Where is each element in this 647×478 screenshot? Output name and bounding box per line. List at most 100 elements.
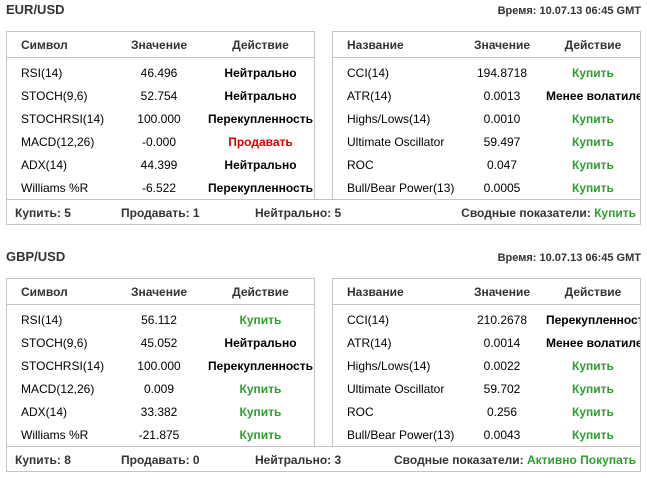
- indicator-action: Перекупленность: [208, 358, 313, 373]
- table-row: MACD(12,26) -0.000 Продавать: [7, 130, 314, 153]
- table-row: Williams %R -21.875 Купить: [7, 423, 314, 446]
- indicator-name: ROC: [347, 404, 374, 419]
- indicator-name: Williams %R: [21, 180, 89, 195]
- indicator-action: Купить: [239, 427, 282, 442]
- column-header-action: Действие: [564, 37, 622, 52]
- indicator-name: RSI(14): [21, 312, 63, 327]
- indicator-name: STOCH(9,6): [21, 335, 88, 350]
- indicator-action: Купить: [572, 427, 614, 442]
- table-row: Ultimate Oscillator 59.702 Купить: [333, 377, 640, 400]
- table-row: STOCHRSI(14) 100.000 Перекупленность: [7, 354, 314, 377]
- indicator-name: STOCH(9,6): [21, 88, 88, 103]
- table-row: STOCHRSI(14) 100.000 Перекупленность: [7, 107, 314, 130]
- table-header-row: Название Значение Действие: [333, 32, 640, 58]
- update-time: Время: 10.07.13 06:45 GMT: [497, 5, 641, 17]
- summary-buy-count: Купить: 5: [15, 206, 71, 220]
- indicator-action: Купить: [239, 404, 282, 419]
- indicator-value: 0.0014: [483, 335, 521, 350]
- table-row: MACD(12,26) 0.009 Купить: [7, 377, 314, 400]
- indicator-name: Williams %R: [21, 427, 89, 442]
- indicator-action: Купить: [572, 134, 614, 149]
- indicator-value: 0.047: [486, 157, 518, 172]
- column-header-name: Название: [347, 37, 404, 52]
- indicator-name: Highs/Lows(14): [347, 358, 431, 373]
- column-header-symbol: Символ: [21, 284, 68, 299]
- indicator-action: Купить: [572, 111, 614, 126]
- oscillators-table: Символ Значение Действие RSI(14) 46.496 Не…: [6, 31, 315, 203]
- indicator-value: 56.112: [141, 312, 177, 327]
- indicator-action: Купить: [239, 381, 282, 396]
- indicator-panel-gbpusd: GBP/USD Время: 10.07.13 06:45 GMT Символ…: [0, 247, 647, 472]
- summary-bar: Купить: 8 Продавать: 0 Нейтрально: 3 Сво…: [6, 446, 641, 472]
- table-row: Ultimate Oscillator 59.497 Купить: [333, 130, 640, 153]
- indicator-name: Bull/Bear Power(13): [347, 427, 455, 442]
- indicator-name: Ultimate Oscillator: [347, 134, 445, 149]
- indicator-value: 59.497: [483, 134, 521, 149]
- indicator-name: STOCHRSI(14): [21, 111, 105, 126]
- table-row: ADX(14) 33.382 Купить: [7, 400, 314, 423]
- indicator-name: ROC: [347, 157, 374, 172]
- indicator-name: CCI(14): [347, 65, 390, 80]
- indicator-value: 0.0013: [483, 88, 521, 103]
- indicator-action: Менее волатилен: [546, 335, 640, 350]
- column-header-action: Действие: [564, 284, 622, 299]
- indicator-action: Купить: [572, 65, 614, 80]
- indicator-value: 0.0010: [483, 111, 521, 126]
- indicator-value: 59.702: [483, 381, 521, 396]
- summary-neutral-count: Нейтрально: 5: [255, 206, 342, 220]
- summary-bar: Купить: 5 Продавать: 1 Нейтрально: 5 Сво…: [6, 199, 641, 225]
- summary-overall: Сводные показатели: Купить: [461, 206, 636, 220]
- indicators-table: Название Значение Действие CCI(14) 210.26…: [332, 278, 641, 450]
- indicator-action: Купить: [572, 180, 614, 195]
- table-body: CCI(14) 194.8718 Купить ATR(14) 0.0013 Менее …: [333, 58, 640, 202]
- indicator-value: 194.8718: [476, 65, 528, 80]
- indicator-name: Bull/Bear Power(13): [347, 180, 455, 195]
- indicator-value: 33.382: [140, 404, 178, 419]
- indicator-value: 44.399: [140, 157, 178, 172]
- indicator-value: 0.0043: [483, 427, 521, 442]
- summary-overall-label: Сводные показатели:: [461, 206, 591, 220]
- table-row: STOCH(9,6) 52.754 Нейтрально: [7, 84, 314, 107]
- summary-overall: Сводные показатели: Активно Покупать: [394, 453, 636, 467]
- table-header-row: Символ Значение Действие: [7, 279, 314, 305]
- summary-overall-value: Купить: [594, 206, 636, 220]
- indicator-action: Купить: [572, 358, 614, 373]
- table-row: ATR(14) 0.0014 Менее волатилен: [333, 331, 640, 354]
- indicator-action: Нейтрально: [224, 88, 297, 103]
- indicators-table: Название Значение Действие CCI(14) 194.87…: [332, 31, 641, 203]
- column-header-action: Действие: [232, 37, 289, 52]
- column-header-symbol: Символ: [21, 37, 68, 52]
- indicator-action: Перекупленность: [208, 180, 313, 195]
- table-row: CCI(14) 210.2678 Перекупленность: [333, 308, 640, 331]
- table-body: CCI(14) 210.2678 Перекупленность ATR(14) 0.0…: [333, 305, 640, 449]
- table-row: Highs/Lows(14) 0.0010 Купить: [333, 107, 640, 130]
- column-header-value: Значение: [130, 284, 188, 299]
- column-header-value: Значение: [473, 284, 531, 299]
- indicator-name: MACD(12,26): [21, 134, 95, 149]
- indicator-action: Перекупленность: [546, 312, 640, 327]
- indicator-name: ATR(14): [347, 335, 392, 350]
- indicator-value: -6.522: [141, 180, 177, 195]
- indicator-value: -0.000: [141, 134, 177, 149]
- indicator-action: Нейтрально: [224, 335, 297, 350]
- table-row: Williams %R -6.522 Перекупленность: [7, 176, 314, 199]
- summary-overall-label: Сводные показатели:: [394, 453, 524, 467]
- indicator-action: Купить: [572, 404, 614, 419]
- indicator-name: MACD(12,26): [21, 381, 95, 396]
- column-header-value: Значение: [130, 37, 188, 52]
- indicator-name: STOCHRSI(14): [21, 358, 105, 373]
- indicator-action: Купить: [572, 381, 614, 396]
- summary-overall-value: Активно Покупать: [526, 453, 636, 467]
- table-body: RSI(14) 46.496 Нейтрально STOCH(9,6) 52.754 Н…: [7, 58, 314, 202]
- table-row: ROC 0.047 Купить: [333, 153, 640, 176]
- panel-header: EUR/USD Время: 10.07.13 06:45 GMT: [0, 0, 647, 22]
- indicator-name: ADX(14): [21, 157, 68, 172]
- table-row: RSI(14) 46.496 Нейтрально: [7, 61, 314, 84]
- indicator-value: -21.875: [138, 427, 180, 442]
- column-header-action: Действие: [232, 284, 289, 299]
- panel-header: GBP/USD Время: 10.07.13 06:45 GMT: [0, 247, 647, 269]
- table-row: ROC 0.256 Купить: [333, 400, 640, 423]
- column-header-name: Название: [347, 284, 404, 299]
- indicator-value: 0.009: [143, 381, 175, 396]
- indicator-name: Highs/Lows(14): [347, 111, 431, 126]
